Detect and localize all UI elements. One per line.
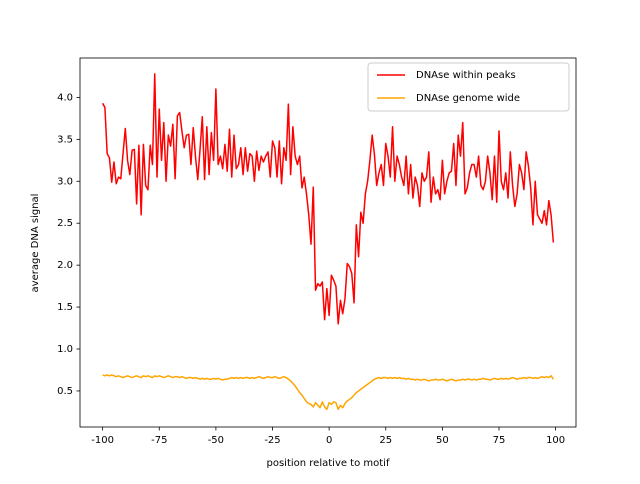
x-tick-label: 0 xyxy=(326,435,332,446)
y-tick-label: 2.5 xyxy=(57,218,73,229)
y-tick-label: 2.0 xyxy=(57,260,73,271)
legend-label: DNAse within peaks xyxy=(416,70,516,81)
x-tick-label: 25 xyxy=(379,435,392,446)
axes-frame xyxy=(79,57,577,428)
y-tick-label: 3.5 xyxy=(57,134,73,145)
legend-box xyxy=(367,62,570,112)
y-tick-label: 1.5 xyxy=(57,302,73,313)
y-tick-label: 3.0 xyxy=(57,176,73,187)
x-tick-label: 100 xyxy=(546,435,565,446)
x-tick-label: -100 xyxy=(91,435,114,446)
data-line xyxy=(102,374,554,411)
data-line xyxy=(101,73,555,325)
x-tick-label: -75 xyxy=(151,435,167,446)
x-tick-label: -25 xyxy=(264,435,280,446)
legend-label: DNAse genome wide xyxy=(416,93,520,104)
x-tick-label: -50 xyxy=(208,435,224,446)
x-tick-label: 50 xyxy=(436,435,449,446)
x-tick-label: 75 xyxy=(493,435,506,446)
y-tick-label: 4.0 xyxy=(57,92,73,103)
y-tick-label: 0.5 xyxy=(57,386,73,397)
y-tick-label: 1.0 xyxy=(57,344,73,355)
y-axis-label: average DNA signal xyxy=(30,194,41,293)
x-axis-label: position relative to motif xyxy=(267,458,390,469)
